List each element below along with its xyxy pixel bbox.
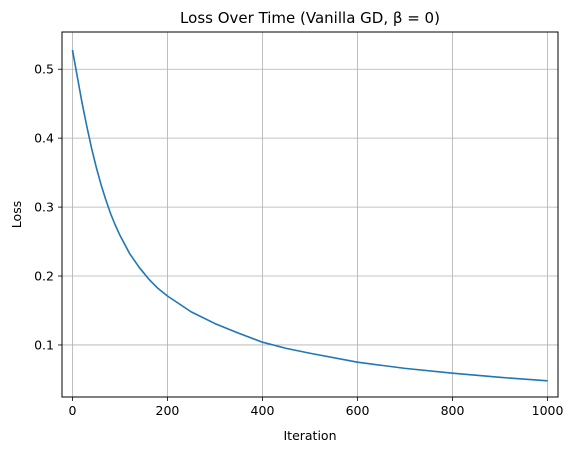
series-layer — [71, 49, 548, 382]
y-tick-label: 0.4 — [34, 131, 54, 146]
x-axis-label: Iteration — [283, 428, 336, 443]
grid — [62, 32, 558, 397]
y-axis-label: Loss — [9, 201, 24, 228]
x-tick-label: 400 — [251, 403, 275, 418]
x-tick-label: 600 — [346, 403, 370, 418]
x-tick-label: 800 — [441, 403, 465, 418]
x-tick-label: 0 — [68, 403, 76, 418]
x-axis: 0 200 400 600 800 1000 — [68, 397, 564, 418]
y-tick-label: 0.2 — [34, 269, 54, 284]
chart-title: Loss Over Time (Vanilla GD, β = 0) — [180, 9, 440, 27]
plot-frame — [61, 31, 559, 398]
x-tick-label: 200 — [156, 403, 180, 418]
y-axis: 0.1 0.2 0.3 0.4 0.5 — [34, 62, 62, 352]
loss-line — [71, 49, 548, 382]
x-tick-label: 1000 — [532, 403, 564, 418]
y-tick-label: 0.1 — [34, 337, 54, 352]
y-tick-label: 0.3 — [34, 200, 54, 215]
y-tick-label: 0.5 — [34, 62, 54, 77]
